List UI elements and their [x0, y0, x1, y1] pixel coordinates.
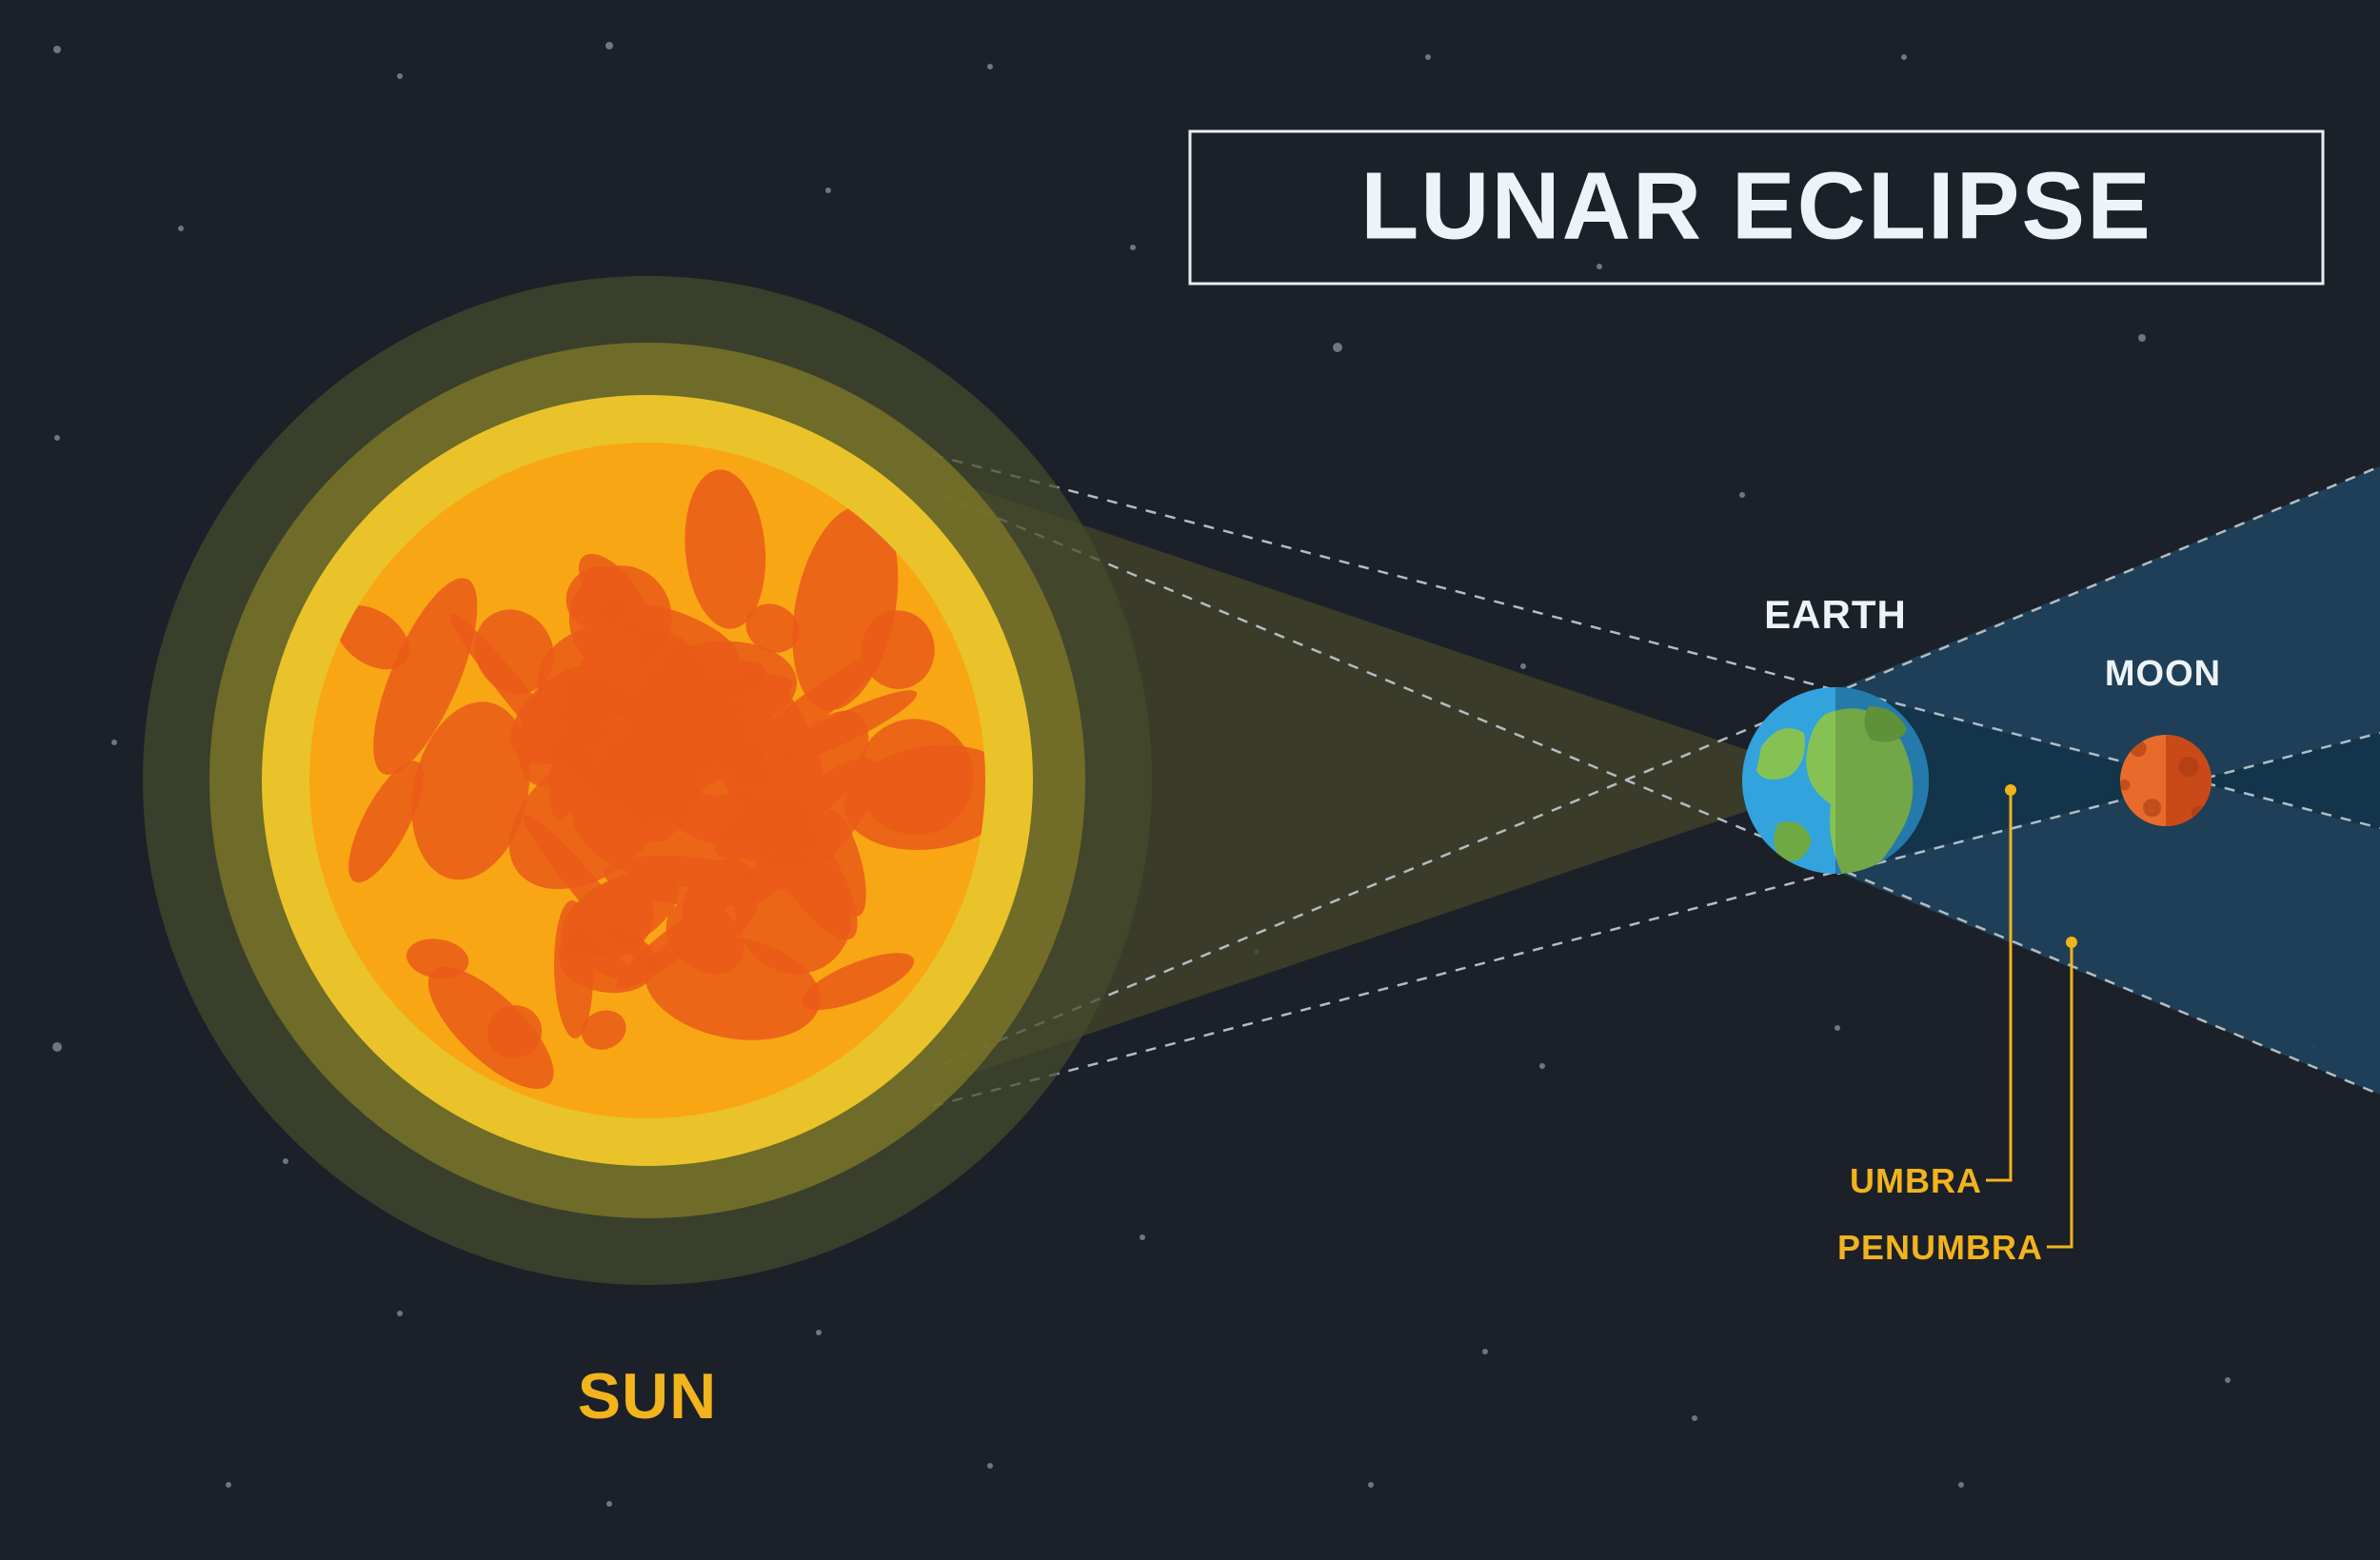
penumbra-label: PENUMBRA — [1837, 1228, 2043, 1267]
earth-label: EARTH — [1764, 592, 1907, 637]
diagram-title: LUNAR ECLIPSE — [1360, 152, 2152, 259]
sun — [143, 276, 1152, 1285]
moon-label: MOON — [2105, 654, 2221, 694]
umbra-label: UMBRA — [1850, 1161, 1982, 1200]
lunar-eclipse-diagram: SUN EARTH MOON UMBRA PENUMBRA LUNAR ECLI… — [0, 0, 2380, 1560]
sun-label: SUN — [578, 1360, 718, 1432]
